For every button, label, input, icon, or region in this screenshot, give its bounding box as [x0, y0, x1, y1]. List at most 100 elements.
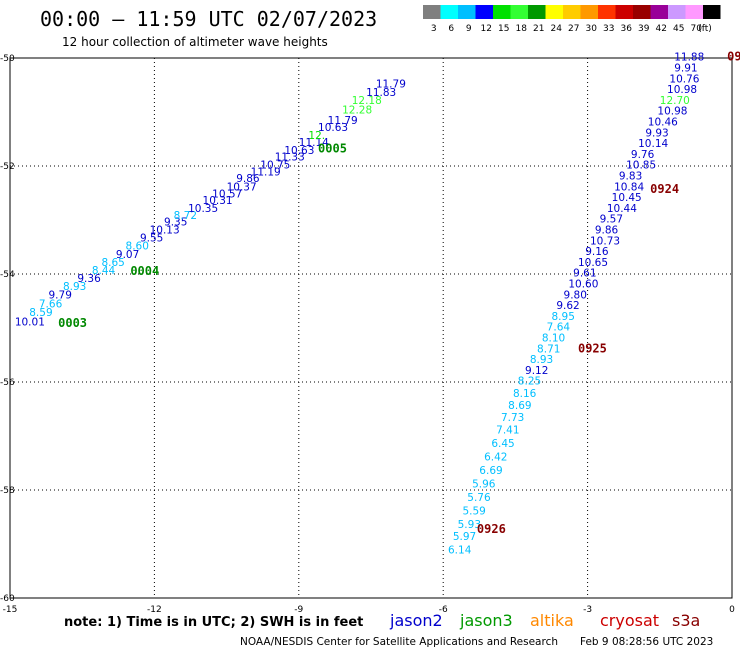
legend-cryosat: cryosat	[600, 611, 659, 630]
wave-height-value: 5.93	[458, 519, 481, 531]
wave-height-value: 11.88	[674, 52, 704, 64]
legend-altika: altika	[530, 611, 574, 630]
wave-height-value: 12.	[308, 130, 325, 142]
map-title: 00:00 – 11:59 UTC 02/07/2023	[40, 7, 377, 31]
wave-height-value: 6.45	[491, 438, 514, 450]
scale-label: 3	[431, 24, 437, 34]
wave-height-value: 10.35	[188, 203, 218, 215]
scale-label: 27	[568, 24, 579, 34]
wave-height-value: 9.12	[525, 365, 548, 377]
wave-height-value: 5.59	[462, 505, 485, 517]
wave-height-value: 8.25	[518, 376, 541, 388]
scale-label: 6	[448, 24, 454, 34]
scale-label: 70	[691, 24, 703, 34]
scale-label: 18	[516, 24, 528, 34]
wave-height-scale: 3 6 9 12 15 18 21 24 27 30 33 36 39 42 45 70(ft)	[423, 5, 721, 34]
x-tick-label: -15	[3, 605, 18, 615]
wave-height-value: 10.60	[568, 279, 598, 291]
wave-height-value: 9.79	[49, 289, 72, 301]
wave-height-value: 10.44	[607, 203, 637, 215]
axis-ticks: -15 -12 -9 -6 -3 0 -50 -52 -54 -56 -58 -60	[0, 54, 735, 615]
wave-height-value: 9.07	[116, 249, 139, 261]
wave-height-value: 10.85	[626, 160, 656, 172]
note-text: note: 1) Time is in UTC; 2) SWH is in fe…	[64, 615, 363, 630]
time-label: 0925	[578, 341, 607, 355]
x-tick-label: 0	[729, 605, 735, 615]
time-label: 0003	[58, 316, 87, 330]
scale-swatch	[458, 5, 476, 19]
wave-height-value: 9.57	[600, 214, 623, 226]
satellite-tracks: 10.018.597.669.798.939.368.448.659.078.6…	[15, 50, 740, 557]
wave-height-value: 8.72	[174, 210, 197, 222]
scale-label: 9	[466, 24, 472, 34]
wave-height-value: 10.31	[203, 195, 233, 207]
wave-height-value: 8.71	[537, 343, 560, 355]
wave-height-value: 5.97	[453, 531, 476, 543]
footer-timestamp: Feb 9 08:28:56 UTC 2023	[580, 636, 713, 648]
wave-height-value: 9.76	[631, 149, 655, 161]
wave-height-value: 9.36	[77, 273, 101, 285]
y-tick-label: -50	[0, 54, 15, 64]
scale-swatch	[545, 5, 563, 19]
time-label: 092	[727, 50, 740, 64]
wave-height-value: 11.79	[376, 79, 406, 91]
scale-label: 30	[586, 24, 598, 34]
scale-swatch	[668, 5, 686, 19]
wave-height-value: 10.14	[638, 138, 668, 150]
wave-height-value: 11.79	[328, 115, 358, 127]
wave-height-value: 10.73	[590, 235, 620, 247]
scale-swatch	[493, 5, 511, 19]
wave-height-value: 9.91	[674, 63, 697, 75]
y-tick-label: -56	[0, 378, 15, 388]
scale-label: 12	[481, 24, 492, 34]
wave-height-value: 9.16	[585, 246, 609, 258]
wave-height-value: 10.57	[212, 188, 242, 200]
time-label: 0004	[130, 264, 159, 278]
wave-height-value: 8.95	[552, 311, 575, 323]
plot-frame	[9, 57, 733, 599]
scale-label: 39	[638, 24, 650, 34]
wave-height-value: 10.37	[227, 181, 257, 193]
wave-height-value: 9.86	[236, 173, 260, 185]
wave-height-value: 7.64	[547, 322, 571, 334]
wave-height-value: 8.65	[101, 257, 124, 269]
map-subtitle: 12 hour collection of altimeter wave hei…	[62, 35, 328, 49]
scale-swatch	[440, 5, 458, 19]
satellite-legend: jason2 jason3 altika cryosat s3a	[389, 611, 700, 630]
scale-swatch	[580, 5, 598, 19]
scale-label: 24	[551, 24, 563, 34]
plot-area: -15 -12 -9 -6 -3 0 -50 -52 -54 -56 -58 -60 10.018.5…	[0, 50, 740, 615]
track-cryosat: 11.889.9110.7610.9812.7010.9810.469.9310…	[448, 50, 740, 557]
wave-height-value: 8.93	[530, 354, 553, 366]
wave-height-value: 10.98	[667, 84, 697, 96]
scale-swatch	[475, 5, 493, 19]
wave-height-value: 12.18	[352, 95, 382, 107]
wave-height-value: 10.75	[260, 160, 290, 172]
scale-swatch	[598, 5, 616, 19]
wave-height-value: 11.33	[275, 152, 305, 164]
wave-height-value: 5.76	[467, 492, 491, 504]
wave-height-value: 6.69	[479, 465, 502, 477]
y-tick-label: -58	[0, 486, 15, 496]
footer-credit: NOAA/NESDIS Center for Satellite Applica…	[240, 636, 558, 648]
time-label: 0924	[650, 182, 679, 196]
wave-height-value: 6.14	[448, 545, 472, 557]
scale-label: 36	[621, 24, 633, 34]
x-tick-label: -9	[294, 605, 303, 615]
y-tick-label: -52	[0, 162, 15, 172]
wave-height-value: 10.84	[614, 181, 644, 193]
wave-height-value: 8.59	[29, 307, 52, 319]
wave-height-value: 8.16	[513, 388, 537, 400]
scale-swatch	[703, 5, 721, 19]
wave-height-value: 9.61	[573, 268, 596, 280]
wave-height-value: 8.10	[542, 333, 565, 345]
legend-s3a: s3a	[672, 611, 700, 630]
wave-height-value: 11.19	[251, 167, 281, 179]
wave-height-value: 8.69	[508, 400, 531, 412]
scale-swatch	[528, 5, 546, 19]
wave-height-value: 9.62	[556, 300, 579, 312]
scale-label: 42	[656, 24, 667, 34]
grid-lines	[10, 58, 732, 598]
wave-height-value: 9.80	[564, 289, 587, 301]
